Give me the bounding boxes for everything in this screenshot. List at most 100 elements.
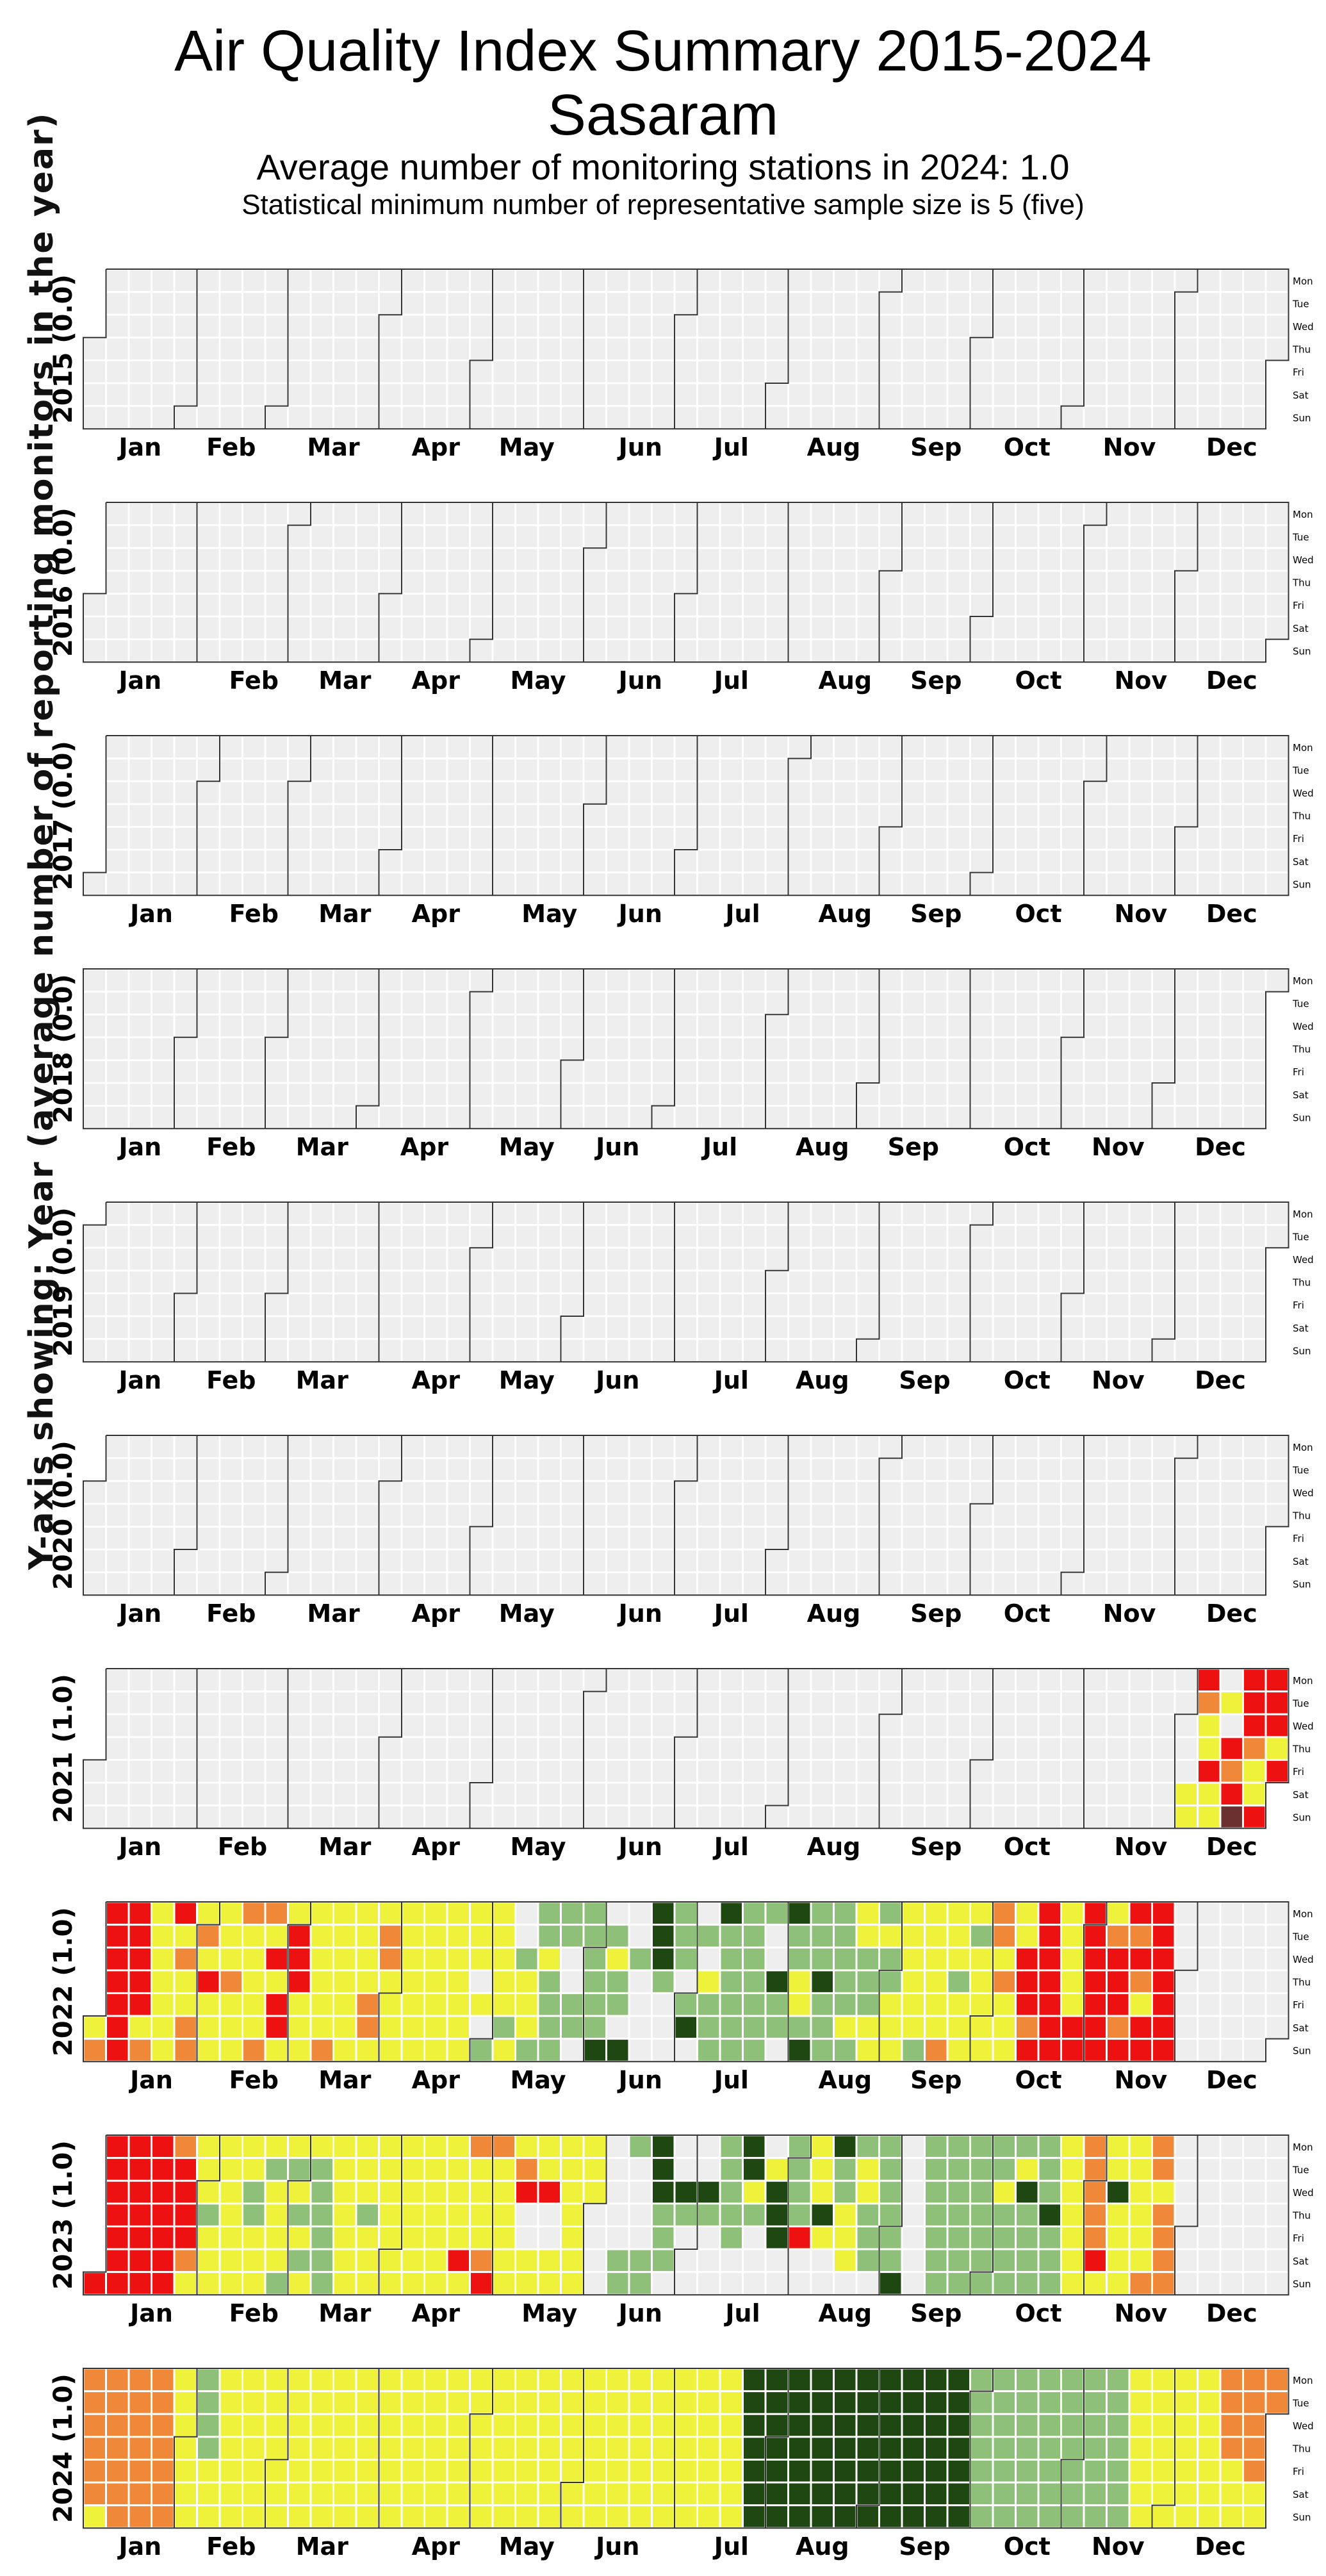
day-cell (198, 1226, 219, 1247)
day-cell (175, 873, 196, 895)
day-cell (289, 293, 310, 314)
day-cell (1039, 736, 1060, 758)
day-cell (334, 850, 356, 872)
day-cell (812, 873, 833, 895)
day-cell (994, 1482, 1015, 1503)
day-cell (880, 2204, 901, 2225)
day-cell (84, 2040, 105, 2061)
day-cell (630, 2017, 651, 2038)
day-cell (607, 2181, 628, 2203)
day-cell (880, 503, 901, 525)
day-cell (425, 1926, 446, 1947)
day-cell (129, 338, 151, 359)
day-cell (107, 1248, 128, 1270)
day-cell (289, 2227, 310, 2249)
day-cell (448, 2159, 469, 2180)
weekday-label: Thu (1292, 1044, 1311, 1055)
day-cell (471, 1669, 492, 1691)
day-cell (721, 2040, 742, 2061)
day-cell (175, 1573, 196, 1594)
day-cell (1244, 1226, 1265, 1247)
day-cell (584, 1294, 605, 1316)
day-cell (903, 805, 924, 826)
month-label: May (499, 2532, 555, 2561)
day-cell (630, 1294, 651, 1316)
day-cell (1244, 2506, 1265, 2527)
day-cell (220, 2460, 241, 2482)
day-cell (448, 1573, 469, 1594)
day-cell (220, 526, 241, 547)
day-cell (789, 270, 810, 292)
day-cell (1062, 1248, 1083, 1270)
day-cell (471, 526, 492, 547)
day-cell (1153, 1903, 1174, 1924)
day-cell (107, 1340, 128, 1361)
day-cell (812, 1340, 833, 1361)
panel-frame (83, 1901, 1289, 2063)
day-cell (926, 594, 947, 616)
day-cell (152, 850, 174, 872)
day-cell (311, 736, 332, 758)
day-cell (903, 338, 924, 359)
day-cell (334, 1317, 356, 1339)
day-cell (198, 1038, 219, 1059)
day-cell (835, 2438, 856, 2459)
day-cell (448, 293, 469, 314)
day-cell (584, 384, 605, 406)
day-cell (539, 594, 560, 616)
day-cell (107, 1459, 128, 1480)
day-cell (1199, 1038, 1220, 1059)
day-cell (812, 2017, 833, 2038)
day-cell (107, 2415, 128, 2436)
day-cell (289, 1971, 310, 1992)
day-cell (835, 1903, 856, 1924)
day-cell (152, 1527, 174, 1549)
day-cell (220, 1692, 241, 1713)
weekday-label: Sun (1293, 1112, 1311, 1123)
day-cell (1244, 1436, 1265, 1458)
day-cell (721, 1482, 742, 1503)
day-cell (1153, 1107, 1174, 1128)
day-cell (198, 293, 219, 314)
day-cell (334, 1436, 356, 1458)
weekday-label: Mon (1293, 2142, 1313, 2153)
day-cell (744, 1971, 765, 1992)
month-label: Jul (712, 1599, 749, 1628)
day-cell (1199, 805, 1220, 826)
day-cell (448, 640, 469, 661)
day-cell (630, 572, 651, 593)
day-cell (744, 1903, 765, 1924)
day-cell (835, 2250, 856, 2272)
day-cell (903, 1573, 924, 1594)
day-cell (152, 1806, 174, 1828)
day-cell (675, 1505, 696, 1526)
day-cell (766, 1271, 787, 1292)
day-cell (744, 993, 765, 1014)
day-cell (857, 1994, 878, 2015)
day-cell (1244, 503, 1265, 525)
day-cell (789, 1317, 810, 1339)
day-cell (425, 293, 446, 314)
day-cell (1244, 2159, 1265, 2180)
day-cell (653, 1948, 674, 1970)
day-cell (448, 2136, 469, 2158)
day-cell (562, 873, 583, 895)
day-cell (175, 1226, 196, 1247)
day-cell (1153, 1550, 1174, 1572)
day-cell (1199, 1436, 1220, 1458)
day-cell (744, 1783, 765, 1805)
day-cell (630, 1084, 651, 1105)
day-cell (698, 827, 719, 849)
day-cell (107, 1669, 128, 1691)
month-label: Dec (1206, 900, 1257, 928)
day-cell (334, 1226, 356, 1247)
month-label: Aug (818, 2299, 872, 2327)
day-cell (903, 2415, 924, 2436)
day-cell (562, 970, 583, 991)
year-label: 2020 (0.0) (49, 1441, 78, 1590)
day-cell (766, 1903, 787, 1924)
day-cell (653, 1340, 674, 1361)
day-cell (1266, 1482, 1288, 1503)
day-cell (721, 2369, 742, 2391)
day-cell (380, 2227, 401, 2249)
